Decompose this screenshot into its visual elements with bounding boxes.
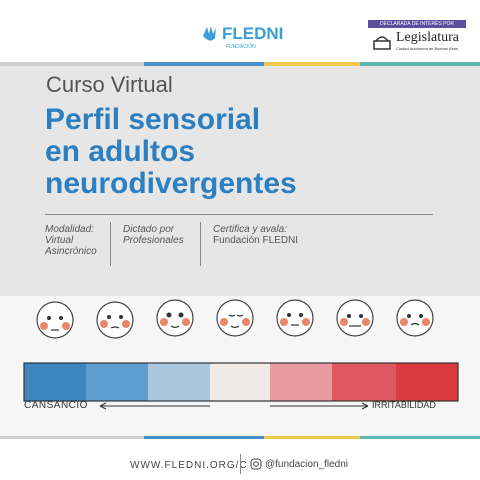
faces	[36, 299, 434, 339]
kicker: Curso Virtual	[46, 72, 173, 97]
info-label: Certifica y avala:	[213, 224, 287, 235]
footer-sep	[240, 454, 241, 474]
ig-icon	[250, 458, 262, 470]
divider	[45, 214, 433, 215]
badge-sub: Ciudad Autónoma de Buenos Aires	[396, 46, 459, 51]
scale-bar	[23, 362, 459, 402]
logo-sub: FUNDACIÓN	[226, 44, 256, 50]
hero-bg	[0, 66, 480, 296]
title-line: Perfil sensorial	[45, 103, 261, 136]
info-line: Virtual	[45, 235, 74, 246]
scale-right: IRRITABILIDAD	[372, 400, 436, 410]
col-sep	[110, 222, 111, 266]
stripe	[0, 62, 480, 66]
info-line: Asincrónico	[45, 246, 97, 257]
badge-top: DECLARADA DE INTERÉS POR	[368, 20, 466, 28]
logo-icon	[203, 26, 216, 41]
info-col: Certifica y avala: Fundación FLEDNI	[213, 224, 298, 246]
title: Perfil sensorial en adultos neurodiverge…	[45, 104, 297, 200]
info-label: Modalidad:	[45, 224, 94, 235]
info-label: Dictado por	[123, 224, 175, 235]
arrows	[99, 402, 369, 410]
cheeks	[40, 318, 430, 330]
mouths	[51, 314, 420, 331]
eyes	[47, 312, 423, 320]
illustration	[23, 299, 459, 410]
website[interactable]: WWW.FLEDNI.ORG/C	[130, 460, 248, 471]
stripe	[0, 436, 480, 439]
info-line: Profesionales	[123, 235, 184, 246]
info-col: Modalidad: Virtual Asincrónico	[45, 224, 97, 257]
scale-left: CANSANCIO	[24, 400, 88, 411]
info-col: Dictado por Profesionales	[123, 224, 184, 246]
badge-icon	[373, 36, 391, 50]
title-line: en adultos	[45, 135, 196, 168]
title-line: neurodivergentes	[45, 167, 297, 200]
header	[0, 0, 480, 62]
info-line: Fundación FLEDNI	[213, 235, 299, 246]
badge-name: Legislatura	[396, 30, 459, 45]
logo: FLEDNI	[222, 24, 284, 43]
col-sep	[200, 222, 201, 266]
instagram[interactable]: @fundacion_fledni	[265, 459, 348, 470]
